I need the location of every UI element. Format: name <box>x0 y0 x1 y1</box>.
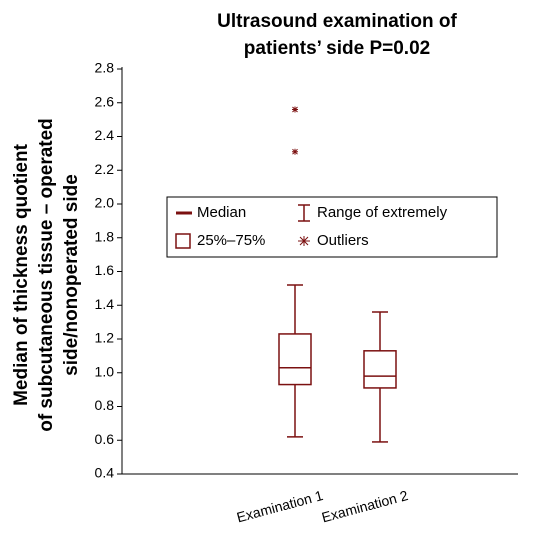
y-tick-label: 2.6 <box>95 93 115 109</box>
legend-label: Median <box>197 204 246 221</box>
x-tick-label: Examination 1 <box>235 487 325 525</box>
legend-box <box>166 196 498 258</box>
y-tick-label: 2.4 <box>95 127 115 143</box>
y-axis-label: side/nonoperated side <box>61 174 82 376</box>
legend-symbol <box>298 204 310 222</box>
y-axis-label: of subcutaneous tissue – operated <box>36 118 57 432</box>
legend-label: 25%–75% <box>197 232 265 249</box>
legend-label: Range of extremely <box>317 204 448 221</box>
y-tick-label: 1.2 <box>95 330 115 346</box>
y-tick-label: 0.8 <box>95 397 115 413</box>
y-tick-label: 1.4 <box>95 296 115 312</box>
y-tick-label: 2.0 <box>95 195 115 211</box>
y-tick-label: 1.0 <box>95 363 115 379</box>
y-tick-label: 1.6 <box>95 262 115 278</box>
box <box>363 350 397 389</box>
y-tick-label: 2.2 <box>95 161 115 177</box>
y-tick-label: 1.8 <box>95 228 115 244</box>
chart-title: Ultrasound examination of <box>217 11 457 32</box>
legend-symbol <box>175 233 191 249</box>
y-tick-label: 0.4 <box>95 465 115 481</box>
legend: Median 25%–75% Range of extremely Outliers <box>166 196 498 258</box>
outlier <box>292 148 298 155</box>
box <box>278 333 312 386</box>
y-tick-label: 0.6 <box>95 431 115 447</box>
legend-label: Outliers <box>317 232 369 249</box>
chart-title: patients’ side P=0.02 <box>244 38 430 59</box>
y-axis-label: Median of thickness quotient <box>11 143 32 405</box>
x-tick-label: Examination 2 <box>320 487 410 525</box>
legend-symbol <box>298 236 310 246</box>
y-tick-label: 2.8 <box>95 60 115 76</box>
outlier <box>292 106 298 113</box>
